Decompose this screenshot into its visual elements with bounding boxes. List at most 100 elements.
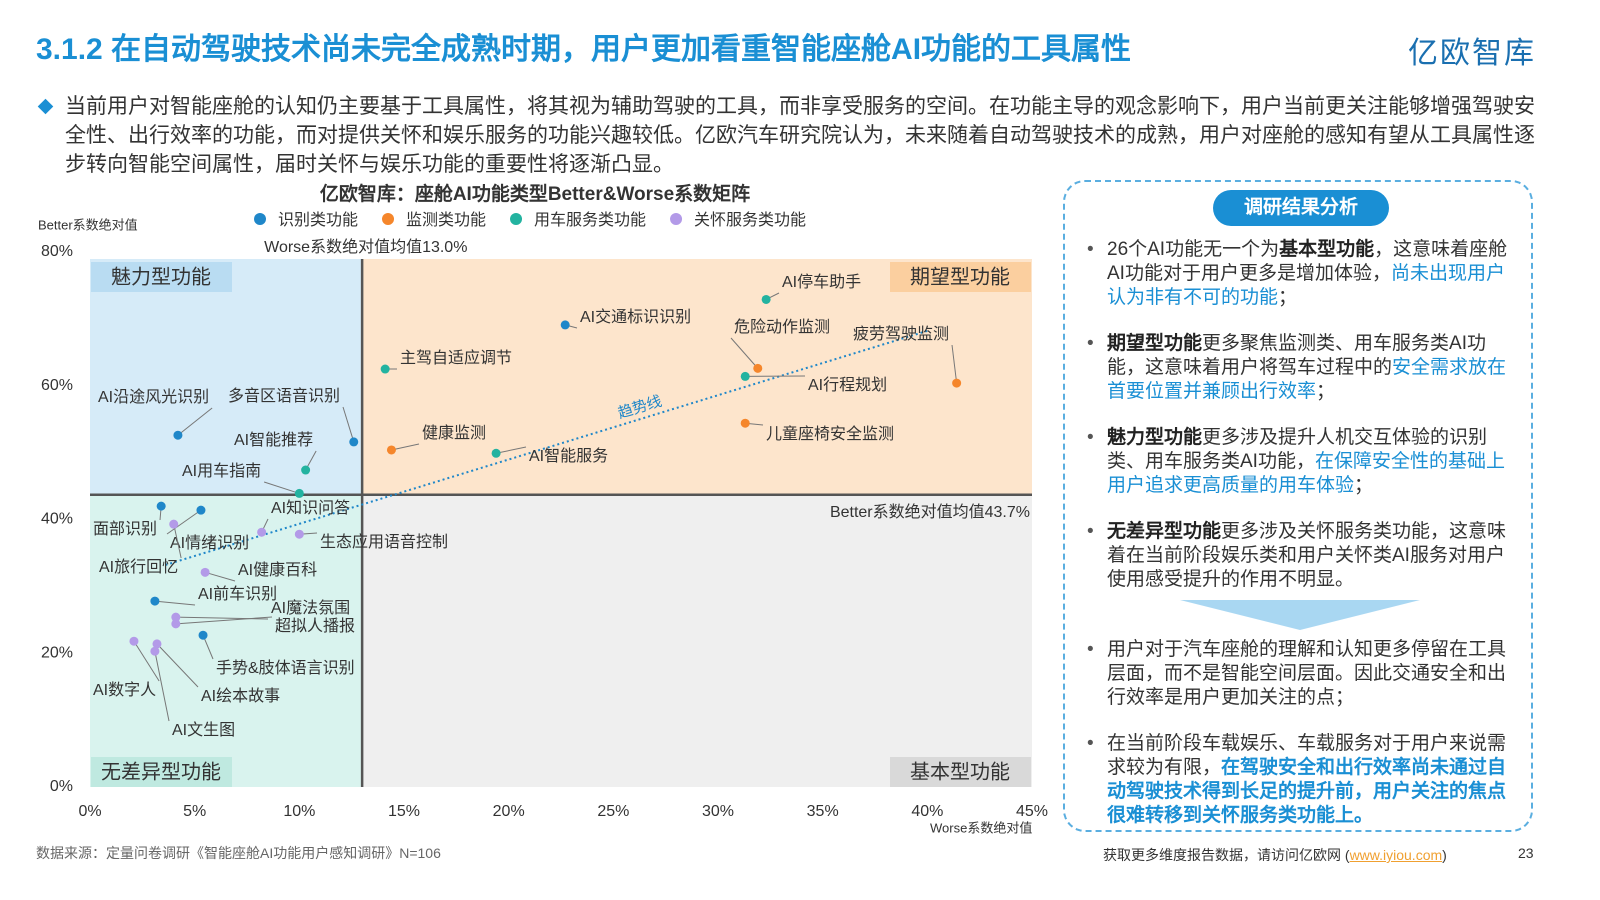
y-tick-label: 60% xyxy=(41,377,73,394)
legend-label: 用车服务类功能 xyxy=(534,211,646,229)
point xyxy=(753,363,763,373)
point-label: 生态应用语音控制 xyxy=(320,532,448,551)
point-label: AI旅行回忆 xyxy=(99,558,178,576)
point-label: AI行程规划 xyxy=(808,376,887,394)
point-label: 疲劳驾驶监测 xyxy=(853,325,949,343)
legend-label: 关怀服务类功能 xyxy=(694,211,806,229)
bullet-item: 魅力型功能更多涉及提升人机交互体验的识别类、用车服务类AI功能，在保障安全性的基… xyxy=(1085,426,1510,498)
x-tick-label: 45% xyxy=(1016,803,1048,820)
text-run: 安全需求放在首要位置并兼顾出行效率 xyxy=(1107,357,1507,402)
point xyxy=(129,636,139,646)
text-run: 期望型功能 xyxy=(1107,333,1203,354)
bullet-item: 26个AI功能无一个为基本型功能，这意味着座舱AI功能对于用户更多是增加体验，尚… xyxy=(1085,238,1510,310)
point xyxy=(198,630,208,640)
trend-line xyxy=(165,329,930,566)
quadrant-label-bg xyxy=(91,262,232,292)
point xyxy=(196,505,206,515)
leader-line xyxy=(156,643,199,688)
logo: 亿欧智库 xyxy=(1408,37,1536,70)
point xyxy=(173,430,183,440)
text-run: ； xyxy=(1316,381,1336,402)
down-arrow xyxy=(1180,600,1420,630)
text-run: 用户对于汽车座舱的理解和认知更多停留在工具层面，而不是智能空间层面。因此交通安全… xyxy=(1107,639,1507,708)
text-run: 在驾驶安全和出行效率尚未通过自动驾驶技术得到长足的提升前，用户关注的焦点很难转移… xyxy=(1107,757,1507,826)
x-tick-label: 35% xyxy=(807,803,839,820)
leader-line xyxy=(177,407,213,436)
point-label: 健康监测 xyxy=(422,424,486,442)
point-label: AI情绪识别 xyxy=(170,534,249,552)
point-label: 主驾自适应调节 xyxy=(400,348,512,367)
leader-line xyxy=(133,640,160,682)
findings-list: 26个AI功能无一个为基本型功能，这意味着座舱AI功能对于用户更多是增加体验，尚… xyxy=(1085,238,1510,592)
quadrant-label-bg xyxy=(890,262,1031,292)
quadrant-label: 基本型功能 xyxy=(910,760,1010,783)
point-label: AI绘本故事 xyxy=(201,687,280,705)
x-axis-label: Worse系数绝对值 xyxy=(930,820,1032,835)
source-note: 数据来源：定量问卷调研《智能座舱AI功能用户感知调研》N=106 xyxy=(36,845,441,861)
text-run: ) xyxy=(1442,847,1447,863)
point-label: AI魔法氛围 xyxy=(271,599,350,617)
point xyxy=(152,639,162,649)
analysis-heading: 调研结果分析 xyxy=(1213,190,1389,226)
point-label: AI交通标识识别 xyxy=(580,308,691,326)
point xyxy=(156,501,166,511)
point xyxy=(386,445,396,455)
legend-marker xyxy=(510,213,523,225)
point xyxy=(150,596,160,606)
x-tick-label: 25% xyxy=(597,803,629,820)
bullet-item: 在当前阶段车载娱乐、车载服务对于用户来说需求较为有限，在驾驶安全和出行效率尚未通… xyxy=(1085,732,1510,828)
x-tick-label: 30% xyxy=(702,803,734,820)
point xyxy=(301,465,311,475)
leader-line xyxy=(391,443,420,451)
x-tick-label: 20% xyxy=(493,803,525,820)
text-run: 在当前阶段车载娱乐、车载服务对于用户来说需求较为有限， xyxy=(1107,733,1507,778)
leader-line xyxy=(496,446,527,454)
point-label: 危险动作监测 xyxy=(734,318,830,336)
y-tick-label: 0% xyxy=(50,778,73,795)
leader-line xyxy=(342,406,355,443)
x-tick-label: 15% xyxy=(388,803,420,820)
point xyxy=(952,378,962,388)
text-run: 尚未出现用户认为非有不可的功能 xyxy=(1107,263,1505,308)
text-run: 更多涉及提升人机交互体验的识别类、用车服务类AI功能， xyxy=(1107,427,1488,472)
point xyxy=(257,527,267,537)
point-label: 儿童座椅安全监测 xyxy=(766,424,894,443)
point-label: AI知识问答 xyxy=(271,499,350,517)
text-run: ； xyxy=(1278,287,1298,308)
text-run: 26个AI功能无一个为 xyxy=(1107,239,1280,260)
legend-marker xyxy=(670,213,683,225)
quadrant-label: 无差异型功能 xyxy=(101,760,221,783)
leader-line xyxy=(175,616,273,625)
leader-line xyxy=(263,481,300,494)
y-axis-label: Better系数绝对值 xyxy=(38,217,138,232)
text-run: www.iyiou.com xyxy=(1349,847,1443,863)
point xyxy=(380,364,390,374)
bullet-item: 用户对于汽车座舱的理解和认知更多停留在工具层面，而不是智能空间层面。因此交通安全… xyxy=(1085,638,1510,710)
text-run: 无差异型功能 xyxy=(1107,521,1222,542)
point-label: 超拟人播报 xyxy=(275,617,355,635)
chart-title: 亿欧智库：座舱AI功能类型Better&Worse系数矩阵 xyxy=(320,182,750,205)
text-run: ； xyxy=(1354,475,1374,496)
point xyxy=(294,488,304,498)
more-info: 获取更多维度报告数据，请访问亿欧网 (www.iyiou.com) xyxy=(1103,845,1447,865)
quadrant xyxy=(90,259,363,495)
point xyxy=(349,437,359,447)
quadrant-label: 魅力型功能 xyxy=(111,265,211,288)
point-label: 面部识别 xyxy=(93,520,157,538)
y-tick-label: 40% xyxy=(41,511,73,528)
point-label: AI沿途风光识别 xyxy=(98,388,209,406)
x-tick-label: 40% xyxy=(911,803,943,820)
bullet-item: 期望型功能更多聚焦监测类、用车服务类AI功能，这意味着用户将驾车过程中的安全需求… xyxy=(1085,332,1510,404)
point xyxy=(294,529,304,539)
text-run: ，这意味着座舱AI功能对于用户更多是增加体验， xyxy=(1107,239,1508,284)
text-run: 基本型功能 xyxy=(1279,239,1375,260)
point xyxy=(200,567,210,577)
point xyxy=(560,320,570,330)
point-label: 多音区语音识别 xyxy=(228,387,340,405)
text-run: 更多涉及关怀服务类功能，这意味着在当前阶段娱乐类和用户关怀类AI服务对用户使用感… xyxy=(1107,521,1507,590)
point-label: AI数字人 xyxy=(93,681,156,699)
point-label: AI智能推荐 xyxy=(234,431,313,449)
page-number: 23 xyxy=(1518,845,1534,861)
text-run: 在保障安全性的基础上用户追求更高质量的用车体验 xyxy=(1107,451,1505,496)
